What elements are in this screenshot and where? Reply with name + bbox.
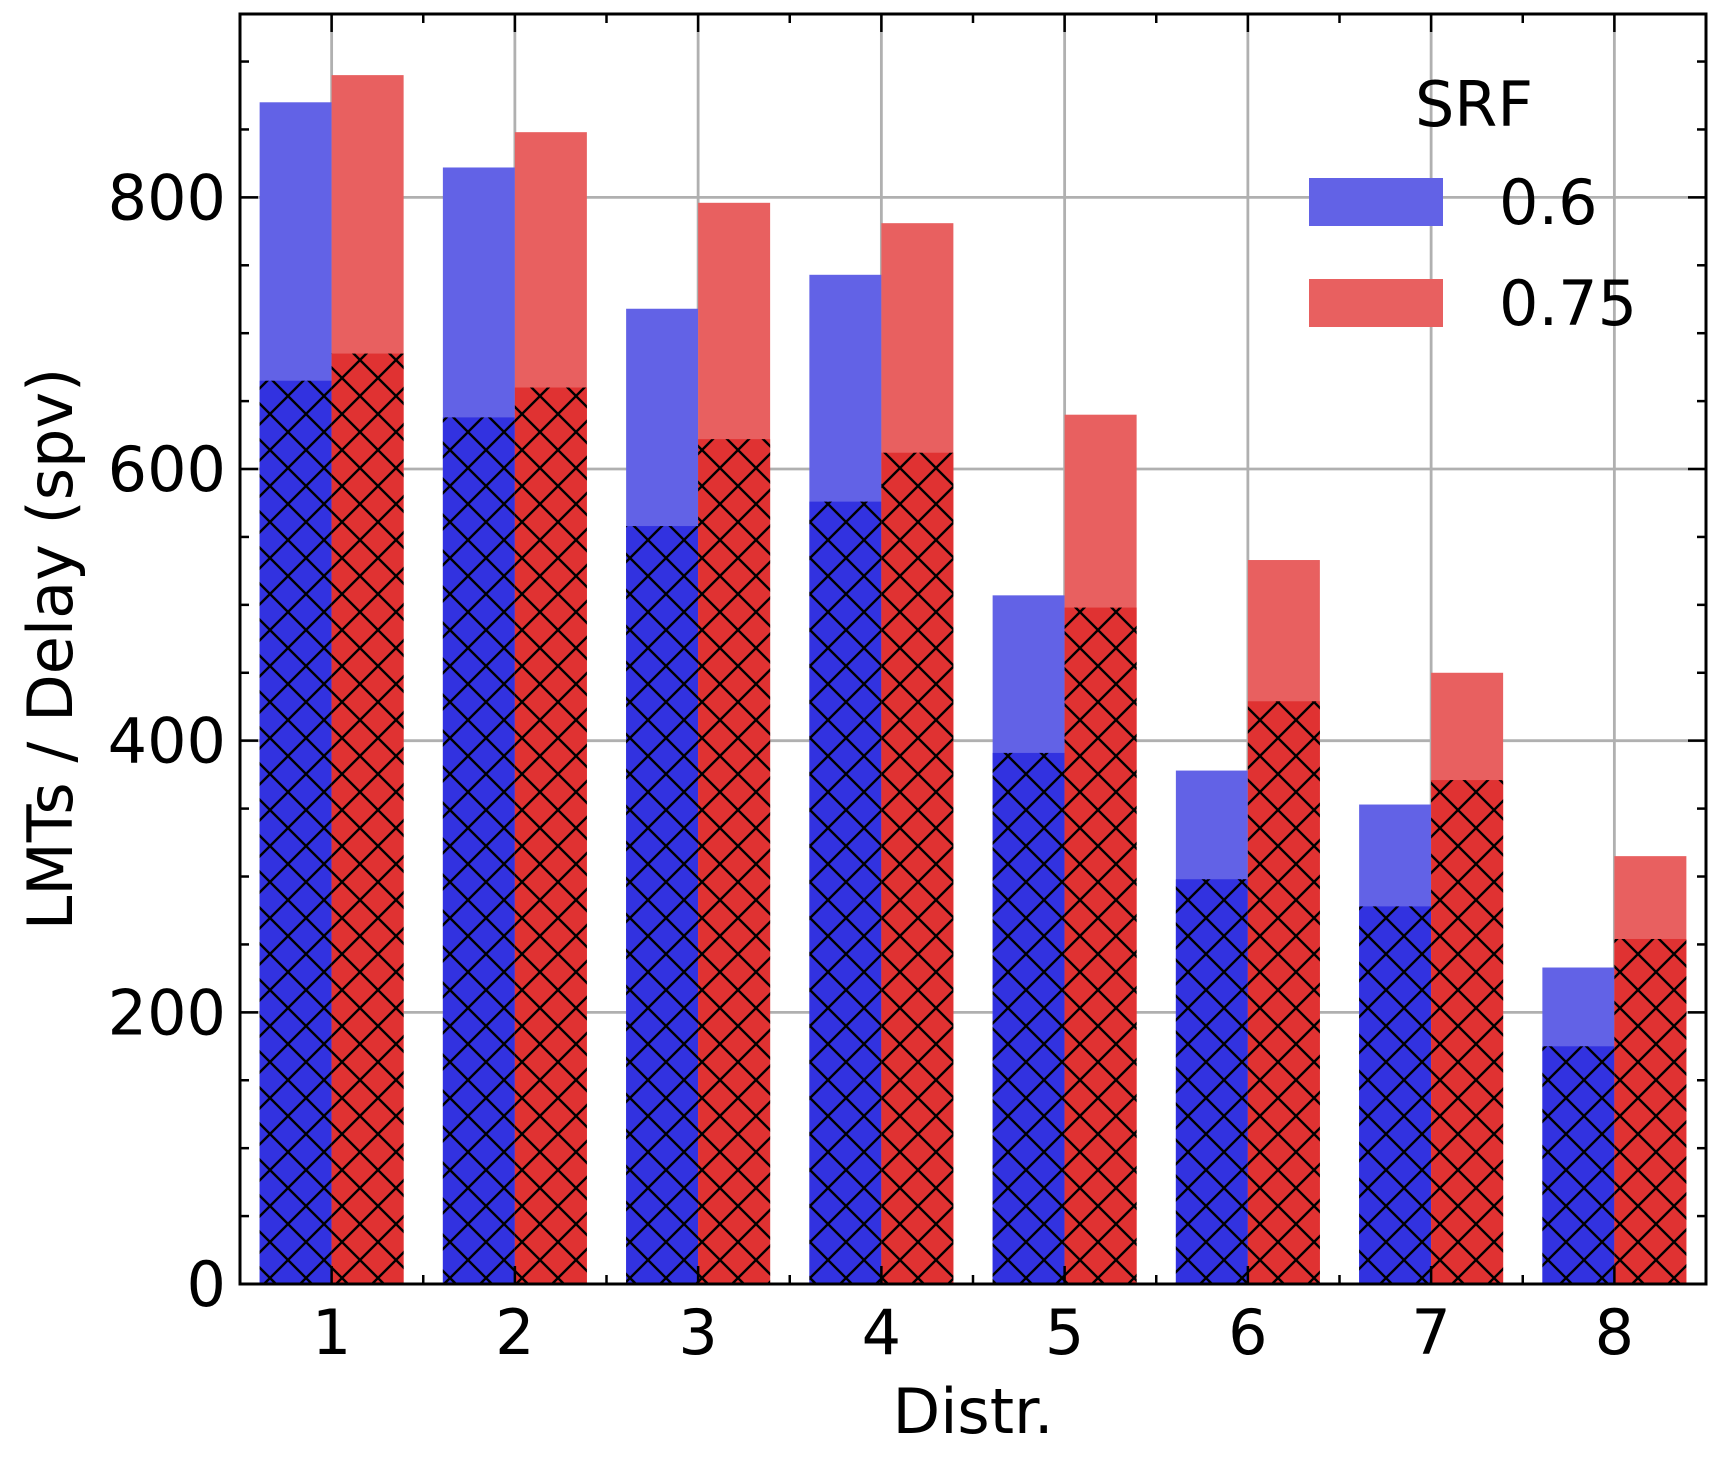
legend-entries: 0.6 0.75	[1309, 166, 1637, 340]
bar-hatch-pattern	[442, 417, 515, 1285]
bar-hatch-pattern	[698, 439, 771, 1284]
bar-hatch-pattern	[992, 752, 1065, 1284]
x-tick-label: 3	[678, 1296, 717, 1369]
bar-hatch-pattern	[1359, 906, 1432, 1284]
x-tick-label: 1	[312, 1296, 351, 1369]
x-tick-label: 4	[862, 1296, 901, 1369]
tick-labels: 0 200 400 600 800 1 2 3 4 5 6 7 8	[108, 161, 1634, 1369]
legend-title: SRF	[1415, 68, 1533, 141]
bar-hatch-pattern	[1431, 780, 1504, 1284]
bar-hatch-pattern	[1175, 879, 1248, 1284]
ticks	[240, 14, 1706, 1286]
bar-hatch-pattern	[1542, 1046, 1615, 1284]
y-tick-label: 600	[108, 433, 226, 506]
x-tick-label: 8	[1595, 1296, 1634, 1369]
y-tick-label: 800	[108, 161, 226, 234]
bar-hatch-pattern	[1064, 607, 1137, 1284]
bar-hatch-pattern	[259, 380, 332, 1284]
y-axis-label: LMTs / Delay (spv)	[14, 368, 87, 930]
y-tick-label: 0	[187, 1248, 226, 1321]
x-tick-label: 2	[495, 1296, 534, 1369]
bar-hatch-pattern	[331, 353, 404, 1284]
legend-label-series-2: 0.75	[1499, 267, 1637, 340]
legend-swatch-series-2	[1309, 279, 1443, 327]
legend-swatch-series-1	[1309, 178, 1443, 226]
legend-label-series-1: 0.6	[1499, 166, 1598, 239]
bar-hatch-pattern	[626, 526, 699, 1284]
bar-hatch-pattern	[809, 501, 882, 1284]
x-axis-label: Distr.	[892, 1375, 1053, 1448]
bar-hatch-pattern	[881, 452, 954, 1284]
x-tick-label: 6	[1228, 1296, 1267, 1369]
legend: SRF 0.6 0.75	[1309, 68, 1637, 340]
bar-hatch-pattern	[514, 387, 587, 1284]
x-tick-label: 5	[1045, 1296, 1084, 1369]
y-tick-label: 400	[108, 705, 226, 778]
bar-hatch-pattern	[1614, 938, 1687, 1284]
x-tick-label: 7	[1411, 1296, 1450, 1369]
y-tick-label: 200	[108, 976, 226, 1049]
bar-hatch-pattern	[1247, 701, 1320, 1284]
bars	[259, 75, 1687, 1285]
